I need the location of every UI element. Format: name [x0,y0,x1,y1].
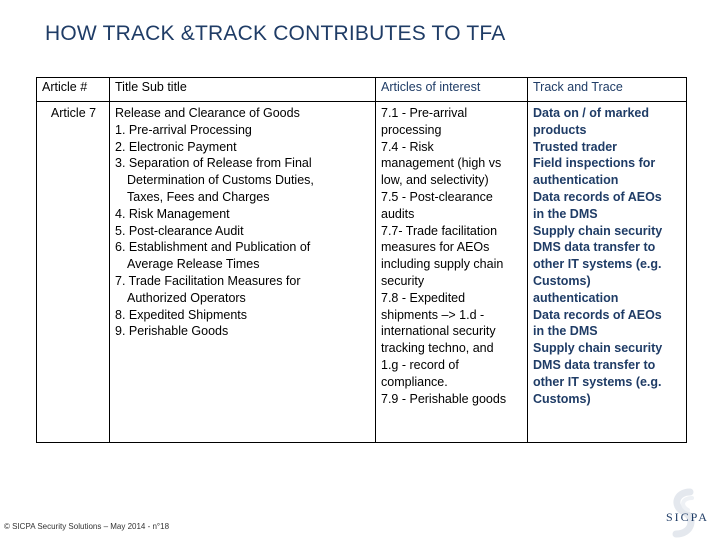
interest-line: 7.4 - Risk [381,139,434,154]
header-track-and-trace: Track and Trace [527,77,687,102]
title-line: Taxes, Fees and Charges [127,189,270,204]
title-line: 8. Expedited Shipments [115,307,248,322]
sicpa-logo: SICPA [648,488,718,538]
interest-line: international security [381,324,496,339]
title-line: 5. Post-clearance Audit [115,223,244,238]
interest-line: compliance. [381,374,448,389]
interest-line: measures for AEOs [381,240,490,255]
title-line: 6. Establishment and Publication of [115,240,311,255]
interest-line: audits [381,206,415,221]
interest-line: 7.5 - Post-clearance [381,189,493,204]
trace-line: authentication [533,290,619,305]
trace-line: DMS data transfer to [533,357,656,372]
interest-line: shipments –> 1.d - [381,307,485,322]
title-line: 2. Electronic Payment [115,139,237,154]
title-line: 3. Separation of Release from Final [115,156,312,171]
trace-line: Data records of AEOs [533,189,662,204]
tfa-table: Article # Title Sub title Articles of in… [36,77,687,443]
interest-line: security [381,273,425,288]
header-articles-of-interest: Articles of interest [375,77,528,102]
interest-line: tracking techno, and [381,341,494,356]
interest-line: 7.8 - Expedited [381,290,466,305]
interest-cell: 7.1 - Pre-arrival processing 7.4 - Risk man… [375,101,528,443]
logo-mark-icon [672,488,695,538]
trace-line: Supply chain security [533,223,663,238]
title-line: 9. Perishable Goods [115,324,229,339]
trace-line: Supply chain security [533,341,663,356]
table-row: Article 7 Release and Clearance of Goods… [36,101,687,443]
trace-line: Data records of AEOs [533,307,662,322]
trace-line: in the DMS [533,206,598,221]
interest-line: 7.1 - Pre-arrival [381,106,468,120]
title-line: Release and Clearance of Goods [115,106,300,120]
interest-line: processing [381,122,442,137]
article-cell: Article 7 [36,101,110,443]
title-line: Average Release Times [127,257,260,272]
trace-line: Customs) [533,273,591,288]
interest-line: 7.7- Trade facilitation [381,223,498,238]
interest-line: low, and selectivity) [381,173,489,188]
title-line: 1. Pre-arrival Processing [115,122,252,137]
trace-line: products [533,122,587,137]
interest-line: 1.g - record of [381,357,459,372]
slide-title: HOW TRACK &TRACK CONTRIBUTES TO TFA [45,22,506,45]
title-cell: Release and Clearance of Goods 1. Pre-arr… [109,101,376,443]
interest-line: management (high vs [381,156,502,171]
header-title: Title Sub title [109,77,376,102]
trace-line: Trusted trader [533,139,618,154]
interest-line: including supply chain [381,257,504,272]
trace-line: Field inspections for [533,156,656,171]
title-line: 4. Risk Management [115,206,230,221]
trace-line: in the DMS [533,324,598,339]
trace-line: other IT systems (e.g. [533,374,662,389]
header-article: Article # [36,77,110,102]
trace-line: DMS data transfer to [533,240,656,255]
trace-line: other IT systems (e.g. [533,257,662,272]
table-header-row: Article # Title Sub title Articles of in… [36,77,687,102]
logo-text: SICPA [666,510,709,524]
title-line: 7. Trade Facilitation Measures for [115,273,301,288]
trace-line: Data on / of marked [533,106,649,120]
title-line: Determination of Customs Duties, [127,173,314,188]
interest-line: 7.9 - Perishable goods [381,391,507,406]
footer-text: © SICPA Security Solutions – May 2014 - … [4,522,170,531]
title-line: Authorized Operators [127,290,246,305]
trace-cell: Data on / of marked products Trusted trade… [527,101,687,443]
trace-line: authentication [533,173,619,188]
trace-line: Customs) [533,391,591,406]
